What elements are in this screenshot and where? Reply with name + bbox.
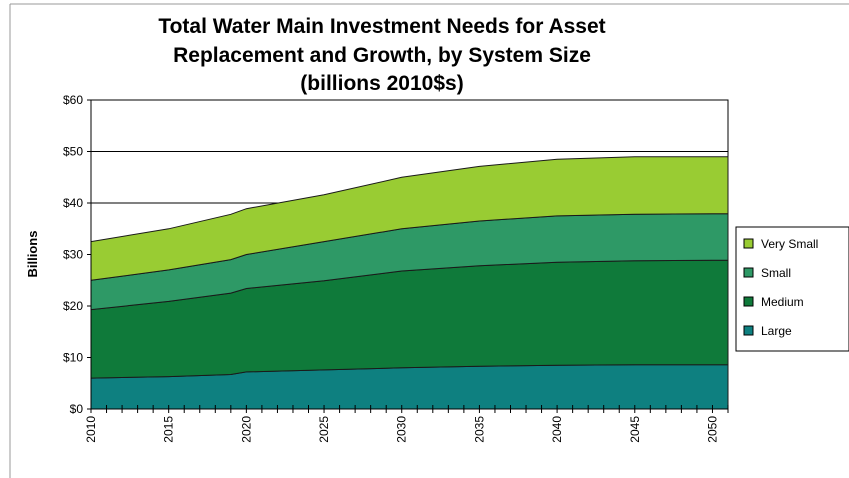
x-tick-label: 2015 (162, 416, 176, 443)
legend-swatch-large (743, 325, 754, 336)
chart-title-line-2: Replacement and Growth, by System Size (173, 44, 591, 67)
x-tick-label: 2045 (628, 416, 642, 443)
legend: Very Small Small Medium Large (735, 226, 849, 352)
x-tick-label: 2025 (317, 416, 331, 443)
legend-swatch-medium (743, 296, 754, 307)
area-series-very-small (90, 156, 729, 281)
x-tick-label: 2010 (84, 416, 98, 443)
legend-box (735, 226, 849, 352)
y-tick-label: $40 (63, 196, 83, 210)
y-tick-label: $20 (63, 299, 83, 313)
y-axis: $0 $10 $20 $30 $40 $50 $60 (63, 93, 92, 416)
y-tick-label: $0 (70, 402, 84, 416)
plot-area (90, 99, 729, 410)
y-tick-label: $30 (63, 248, 83, 262)
x-tick-label: 2020 (239, 416, 253, 443)
y-axis-label: Billions (25, 231, 40, 278)
legend-label-medium: Medium (761, 295, 804, 309)
y-tick-label: $10 (63, 351, 83, 365)
y-tick-label: $50 (63, 145, 83, 159)
legend-label-small: Small (761, 266, 791, 280)
x-tick-label: 2030 (395, 416, 409, 443)
legend-swatch-small (743, 267, 754, 278)
x-tick-label: 2035 (472, 416, 486, 443)
x-axis: 2010 2015 2020 2025 2030 2035 2040 2045 2050 (84, 405, 729, 443)
x-tick-label: 2050 (706, 416, 720, 443)
chart-title-line-1: Total Water Main Investment Needs for As… (158, 15, 605, 38)
chart-title-line-3: (billions 2010$s) (300, 72, 463, 95)
legend-label-large: Large (761, 324, 792, 338)
chart-title: Total Water Main Investment Needs for As… (158, 15, 605, 95)
legend-label-very-small: Very Small (761, 237, 818, 251)
x-tick-label: 2040 (550, 416, 564, 443)
y-tick-label: $60 (63, 93, 83, 107)
legend-swatch-very-small (743, 238, 754, 249)
